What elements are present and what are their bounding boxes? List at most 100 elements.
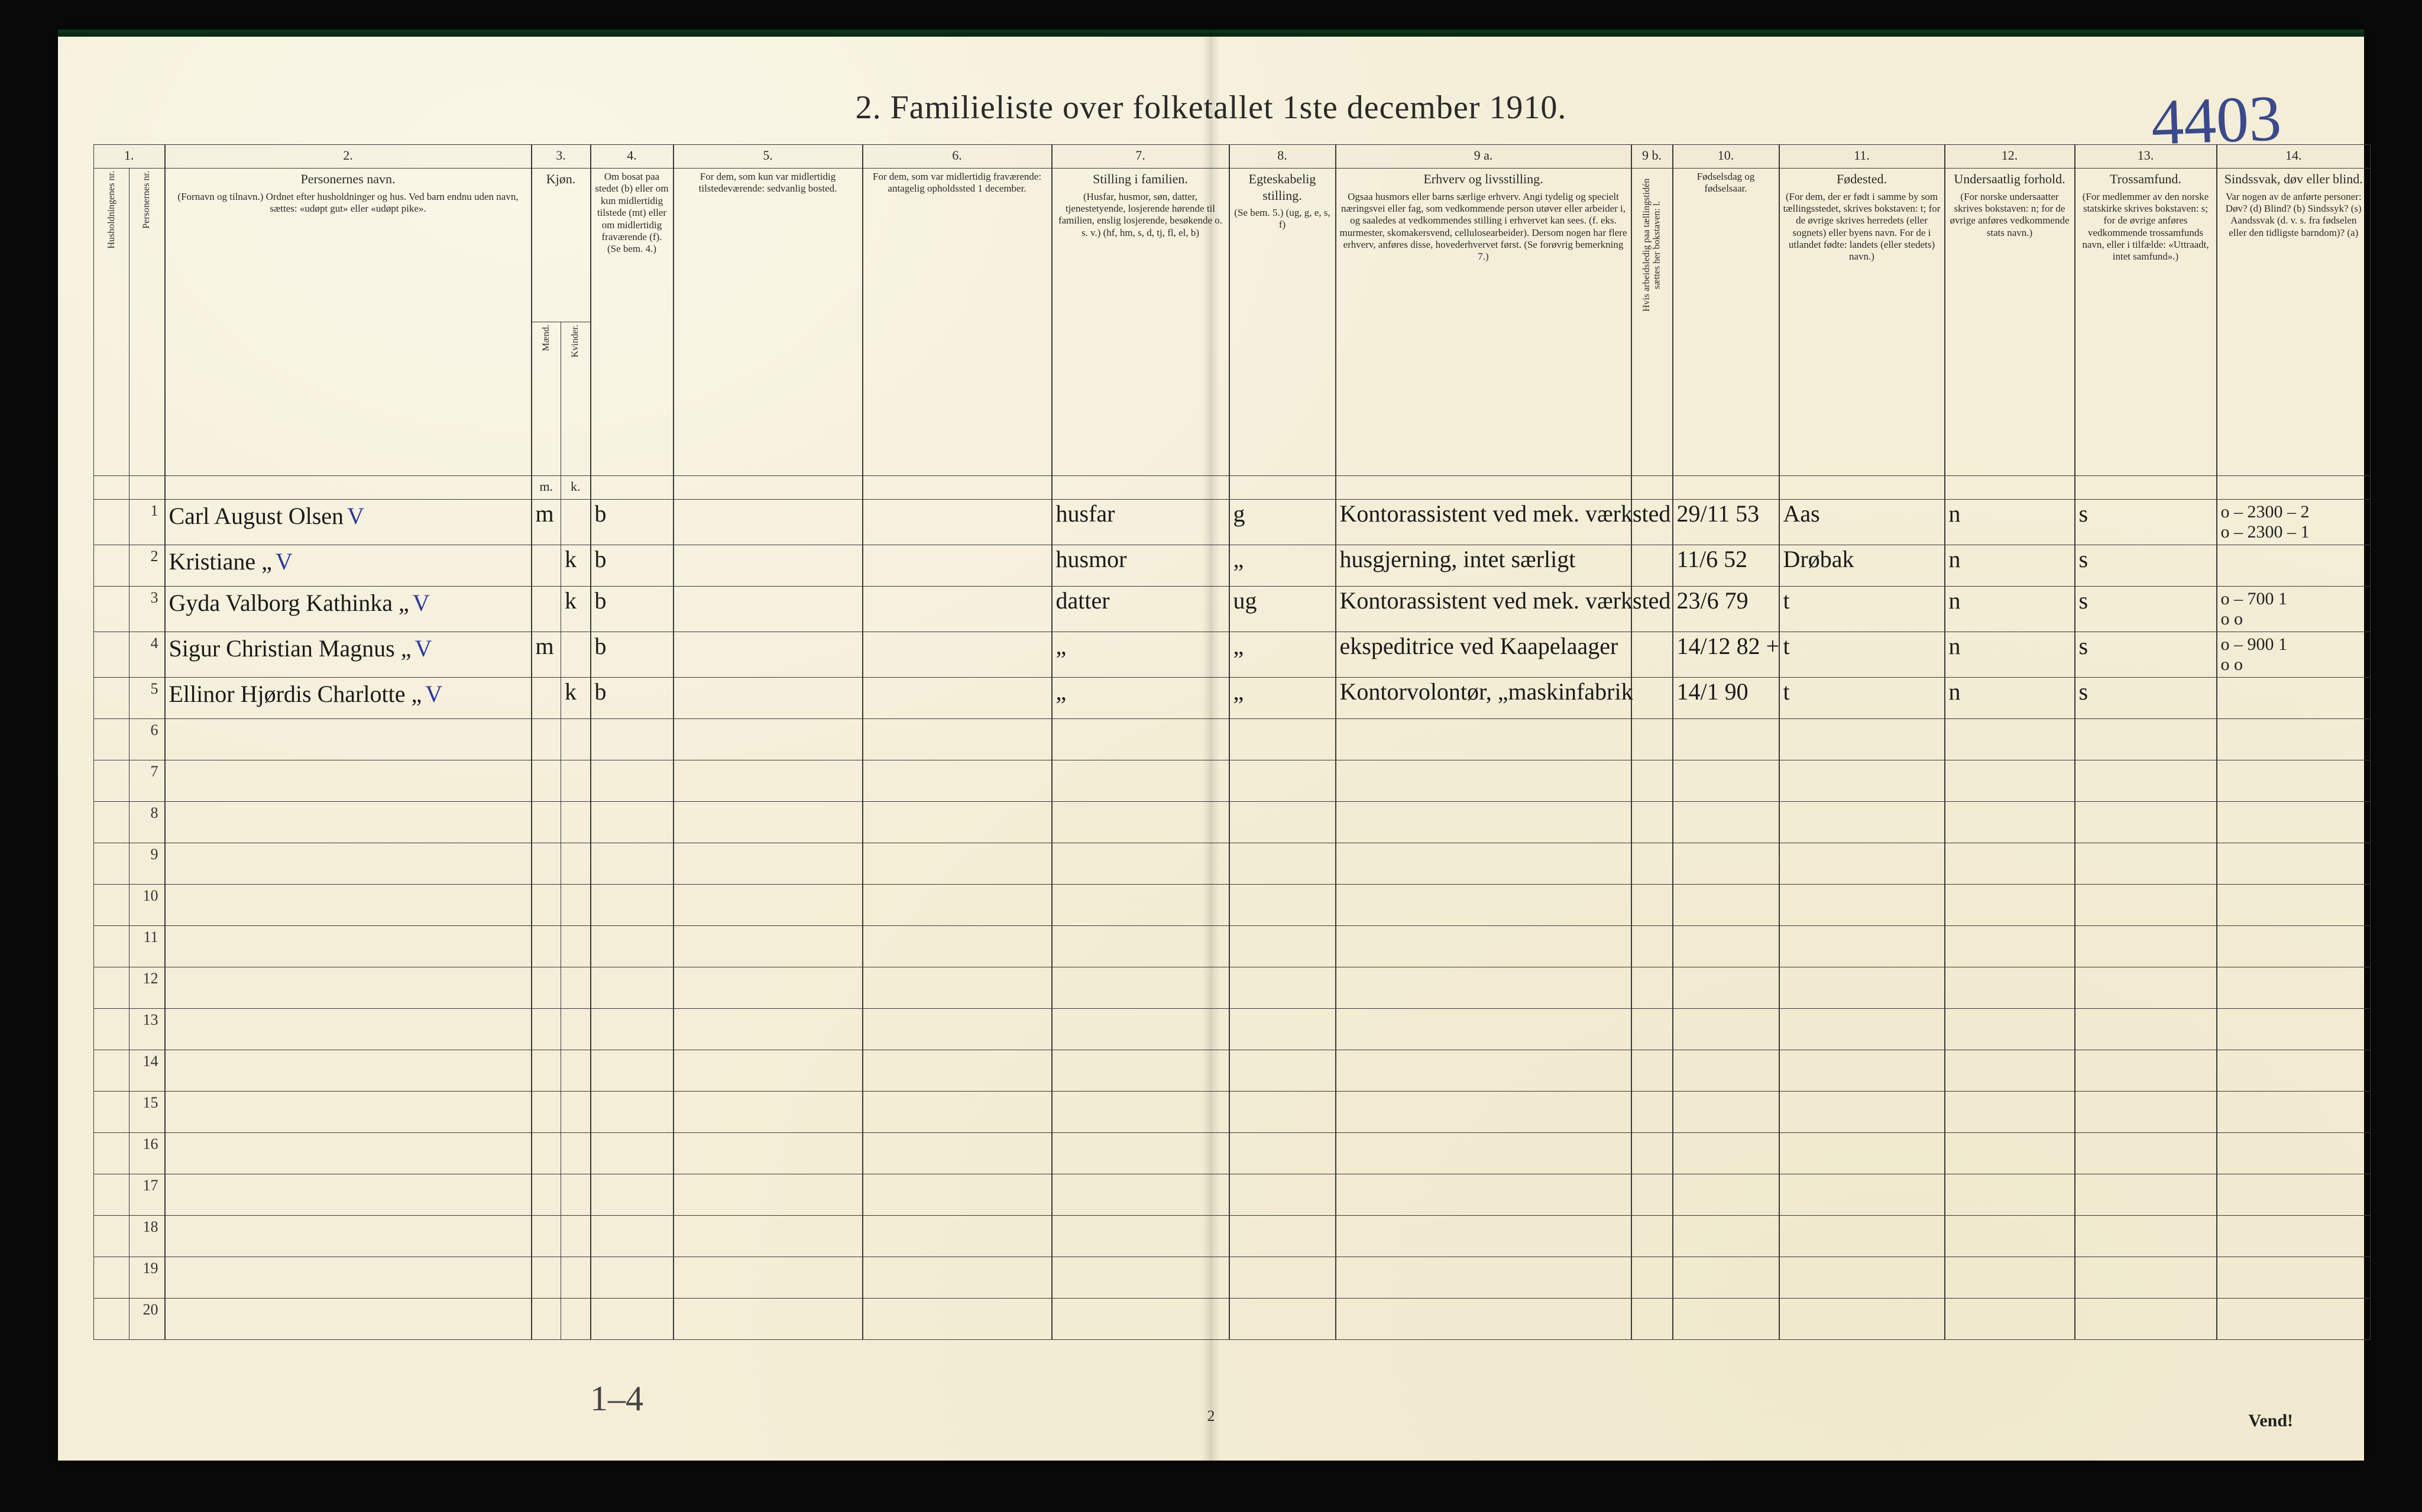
cell-temp-absent (863, 885, 1052, 926)
cell-temp-absent (863, 760, 1052, 802)
cell-occupation (1336, 1009, 1631, 1050)
colnum-11: 11. (1779, 145, 1945, 169)
cell-nationality (1945, 719, 2075, 760)
table-row: 2Kristiane „Vkbhusmor„husgjerning, intet… (94, 545, 2371, 587)
cell-birthplace: t (1779, 587, 1945, 632)
cell-temp-present (674, 678, 863, 719)
cell-residence (591, 1257, 674, 1299)
cell-name (165, 885, 532, 926)
cell-marital (1229, 1216, 1336, 1257)
cell-marital (1229, 885, 1336, 926)
sub-empty-10 (1673, 476, 1779, 500)
cell-disability (2217, 1299, 2371, 1340)
cell-marital: „ (1229, 632, 1336, 678)
cell-sex-m (532, 967, 561, 1009)
cell-unemployed (1631, 1092, 1673, 1133)
cell-sex-k (561, 1299, 591, 1340)
cell-marital: ug (1229, 587, 1336, 632)
cell-person-nr: 19 (129, 1257, 165, 1299)
colnum-8: 8. (1229, 145, 1336, 169)
cell-birthplace: Aas (1779, 500, 1945, 545)
cell-family-role (1052, 1009, 1229, 1050)
cell-faith (2075, 1009, 2217, 1050)
hdr-disability: Sindssvak, døv eller blind. Var nogen av… (2217, 169, 2371, 476)
cell-nationality: n (1945, 545, 2075, 587)
table-row: 20 (94, 1299, 2371, 1340)
cell-person-nr: 6 (129, 719, 165, 760)
cell-occupation: Kontorassistent ved mek. værksted (1336, 500, 1631, 545)
cell-person-nr: 16 (129, 1133, 165, 1174)
cell-name (165, 967, 532, 1009)
cell-marital (1229, 967, 1336, 1009)
cell-nationality: n (1945, 587, 2075, 632)
cell-birthdate (1673, 1133, 1779, 1174)
cell-household-nr (94, 802, 129, 843)
cell-faith (2075, 1050, 2217, 1092)
hdr-occupation: Erhverv og livsstilling. Ogsaa husmors e… (1336, 169, 1631, 476)
cell-temp-present (674, 802, 863, 843)
cell-household-nr (94, 885, 129, 926)
cell-occupation (1336, 1092, 1631, 1133)
cell-household-nr (94, 719, 129, 760)
cell-disability (2217, 1092, 2371, 1133)
colnum-2: 2. (165, 145, 532, 169)
cell-nationality (1945, 1009, 2075, 1050)
cell-residence (591, 885, 674, 926)
cell-name (165, 1009, 532, 1050)
cell-birthplace: Drøbak (1779, 545, 1945, 587)
cell-temp-present (674, 587, 863, 632)
cell-sex-m (532, 678, 561, 719)
cell-birthdate (1673, 967, 1779, 1009)
table-body: 1Carl August OlsenVmbhusfargKontorassist… (94, 500, 2371, 1340)
cell-residence (591, 967, 674, 1009)
table-row: 12 (94, 967, 2371, 1009)
cell-disability (2217, 760, 2371, 802)
cell-residence (591, 843, 674, 885)
cell-nationality (1945, 1299, 2075, 1340)
sub-empty-6 (863, 476, 1052, 500)
cell-person-nr: 11 (129, 926, 165, 967)
cell-faith (2075, 1257, 2217, 1299)
cell-disability: o – 2300 – 2 o – 2300 – 1 (2217, 500, 2371, 545)
cell-sex-k (561, 967, 591, 1009)
cell-nationality (1945, 1216, 2075, 1257)
cell-faith (2075, 760, 2217, 802)
cell-disability (2217, 1009, 2371, 1050)
cell-birthplace (1779, 1299, 1945, 1340)
cell-household-nr (94, 1009, 129, 1050)
cell-person-nr: 5 (129, 678, 165, 719)
cell-family-role: husmor (1052, 545, 1229, 587)
cell-person-nr: 8 (129, 802, 165, 843)
cell-marital (1229, 1092, 1336, 1133)
cell-occupation (1336, 1174, 1631, 1216)
cell-family-role: husfar (1052, 500, 1229, 545)
cell-sex-k (561, 1009, 591, 1050)
cell-occupation: Kontorvolontør, „maskinfabrik (1336, 678, 1631, 719)
sub-empty-13 (2075, 476, 2217, 500)
cell-marital: „ (1229, 678, 1336, 719)
cell-marital (1229, 1133, 1336, 1174)
cell-unemployed (1631, 760, 1673, 802)
hdr-temp-absent: For dem, som var midlertidig fraværende:… (863, 169, 1052, 476)
cell-temp-present (674, 545, 863, 587)
colnum-6: 6. (863, 145, 1052, 169)
sub-m: m. (532, 476, 561, 500)
cell-faith (2075, 843, 2217, 885)
cell-person-nr: 3 (129, 587, 165, 632)
cell-sex-m (532, 719, 561, 760)
cell-person-nr: 4 (129, 632, 165, 678)
hdr-family-role: Stilling i familien. (Husfar, husmor, sø… (1052, 169, 1229, 476)
cell-temp-absent (863, 500, 1052, 545)
sub-empty-8 (1229, 476, 1336, 500)
checkmark-icon: V (422, 681, 442, 707)
cell-name (165, 1174, 532, 1216)
cell-unemployed (1631, 632, 1673, 678)
column-number-row: 1. 2. 3. 4. 5. 6. 7. 8. 9 a. 9 b. 10. 11… (94, 145, 2371, 169)
cell-residence (591, 1009, 674, 1050)
checkmark-icon: V (272, 548, 293, 575)
cell-household-nr (94, 1216, 129, 1257)
checkmark-icon: V (409, 590, 430, 616)
cell-residence (591, 1050, 674, 1092)
cell-temp-absent (863, 1133, 1052, 1174)
cell-sex-k (561, 1092, 591, 1133)
